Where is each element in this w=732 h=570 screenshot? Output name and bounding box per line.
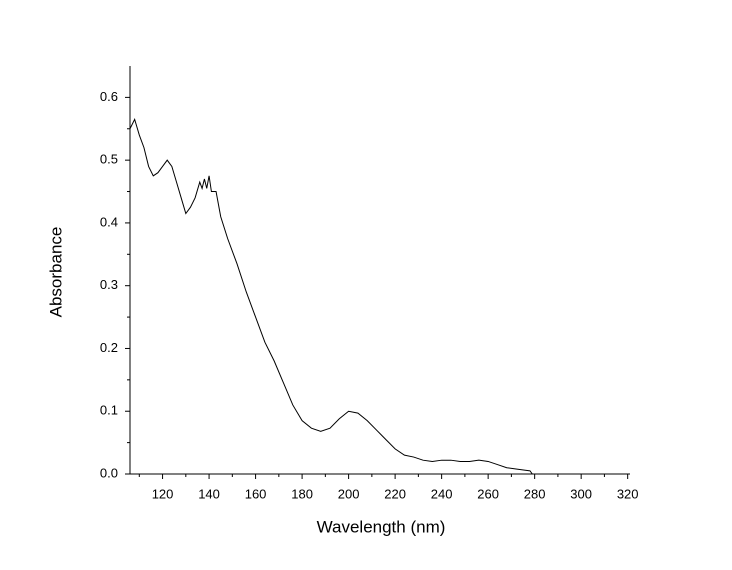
x-tick-label: 220	[384, 486, 406, 501]
y-tick-label: 0.3	[100, 277, 118, 292]
x-tick-label: 240	[431, 486, 453, 501]
x-tick-label: 160	[245, 486, 267, 501]
x-tick-label: 260	[477, 486, 499, 501]
y-axis-title: Absorbance	[46, 227, 65, 318]
y-tick-label: 0.4	[100, 214, 118, 229]
data-line	[129, 117, 533, 475]
x-tick-label: 200	[338, 486, 360, 501]
y-tick-label: 0.6	[100, 89, 118, 104]
y-tick-label: 0.2	[100, 340, 118, 355]
x-tick-label: 280	[524, 486, 546, 501]
x-axis-title: Wavelength (nm)	[317, 517, 446, 536]
x-tick-label: 140	[198, 486, 220, 501]
x-tick-label: 120	[152, 486, 174, 501]
x-tick-label: 300	[570, 486, 592, 501]
y-tick-label: 0.1	[100, 403, 118, 418]
y-tick-label: 0.0	[100, 465, 118, 480]
y-tick-label: 0.5	[100, 152, 118, 167]
x-tick-label: 320	[617, 486, 639, 501]
x-tick-label: 180	[291, 486, 313, 501]
